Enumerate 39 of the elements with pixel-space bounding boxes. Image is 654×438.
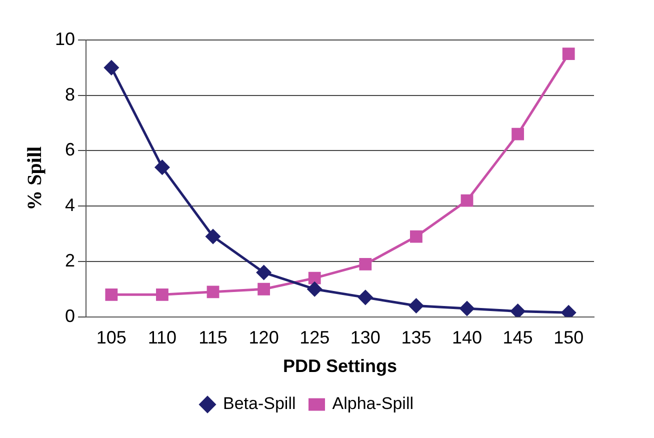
x-tick-label: 150 — [554, 328, 584, 348]
x-tick-label: 115 — [198, 328, 228, 348]
point — [154, 160, 170, 175]
point — [258, 282, 270, 296]
y-tick-label: 0 — [65, 306, 76, 326]
x-tick-label: 105 — [96, 328, 126, 348]
point — [408, 298, 424, 313]
point — [358, 290, 373, 305]
x-axis-title: PDD Settings — [283, 356, 398, 376]
y-tick-label: 6 — [65, 140, 76, 160]
legend-label: Alpha-Spill — [332, 394, 414, 414]
x-tick-label: 145 — [502, 328, 533, 348]
y-tick-label: 4 — [65, 195, 76, 216]
x-tick-label: 135 — [401, 328, 432, 348]
point — [206, 229, 220, 244]
x-tick-label: 140 — [452, 328, 482, 348]
point — [206, 286, 220, 298]
point — [510, 304, 526, 317]
point — [460, 301, 474, 316]
point — [562, 48, 575, 60]
x-tick-label: 120 — [248, 328, 279, 348]
point — [410, 230, 422, 243]
point — [460, 194, 474, 207]
y-tick-label: 8 — [65, 84, 76, 104]
point — [512, 128, 524, 140]
y-axis-title: % Spill — [24, 146, 46, 210]
y-tick-label: 10 — [54, 28, 76, 49]
x-tick-label: 130 — [350, 328, 380, 348]
point — [307, 282, 322, 296]
legend-label: Beta-Spill — [222, 394, 296, 414]
x-tick-label: 110 — [148, 328, 177, 348]
point — [308, 272, 321, 284]
point — [156, 288, 168, 301]
x-tick-label: 125 — [300, 328, 330, 348]
y-tick-label: 2 — [65, 250, 76, 270]
point — [105, 288, 118, 301]
point — [359, 258, 372, 270]
point — [104, 60, 119, 75]
point — [256, 265, 272, 280]
